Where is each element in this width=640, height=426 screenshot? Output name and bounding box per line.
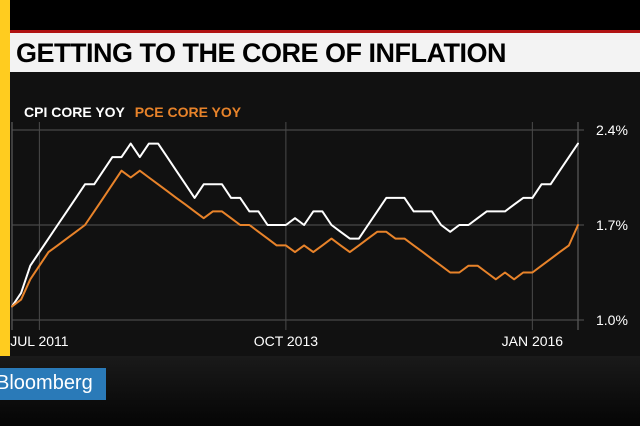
series-line-cpi [11, 142, 579, 308]
y-tick-label: 1.7% [596, 217, 628, 233]
x-tick-label: JAN 2016 [502, 333, 564, 349]
x-tick-label: JUL 2011 [10, 333, 69, 349]
bloomberg-logo: Bloomberg [0, 368, 106, 400]
legend-entry-pce: PCE CORE YOY [134, 104, 242, 120]
page-title: GETTING TO THE CORE OF INFLATION [16, 38, 507, 68]
accent-bar [0, 0, 10, 426]
logo-text: Bloomberg [0, 372, 93, 394]
chart-legend: CPI CORE YOY PCE CORE YOY [24, 104, 247, 120]
title-bar: GETTING TO THE CORE OF INFLATION [10, 30, 640, 72]
legend-entry-cpi: CPI CORE YOY [24, 104, 125, 120]
lower-band [0, 356, 640, 426]
y-tick-label: 1.0% [596, 312, 628, 328]
series-line-pce [11, 169, 579, 308]
x-tick-label: OCT 2013 [254, 333, 319, 349]
y-tick-label: 2.4% [596, 122, 628, 138]
